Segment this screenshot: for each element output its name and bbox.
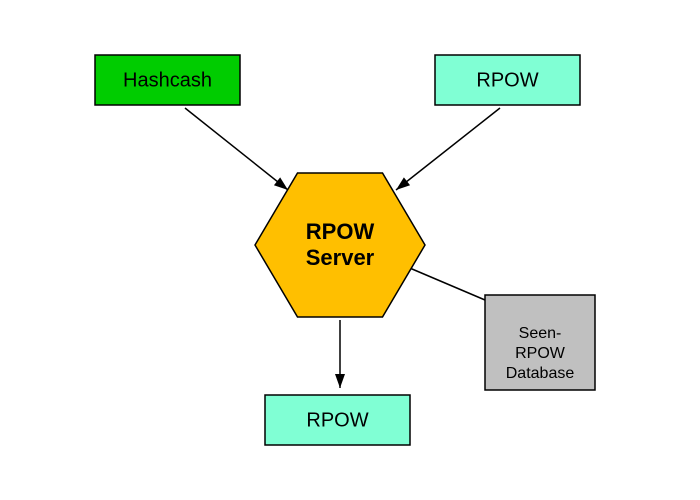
label-database-line1: Seen- bbox=[519, 325, 562, 342]
edge-hashcash-to-server bbox=[185, 108, 288, 190]
label-server-line1: RPOW bbox=[306, 219, 375, 244]
node-server: RPOW Server bbox=[255, 173, 425, 317]
edge-server-to-db bbox=[405, 266, 485, 300]
label-database-line2: RPOW bbox=[515, 345, 566, 362]
label-server-line2: Server bbox=[306, 245, 375, 270]
label-hashcash: Hashcash bbox=[123, 69, 212, 91]
arrowhead-hashcash-to-server bbox=[274, 177, 288, 190]
edge-rpowin-to-server bbox=[396, 108, 500, 190]
node-database: Seen- RPOW Database bbox=[485, 295, 595, 390]
label-rpow-in: RPOW bbox=[476, 69, 538, 91]
node-rpow-in: RPOW bbox=[435, 55, 580, 105]
label-rpow-out: RPOW bbox=[306, 409, 368, 431]
arrowhead-rpowin-to-server bbox=[396, 177, 410, 190]
arrowhead-server-to-rpowout bbox=[335, 374, 345, 388]
label-database-line3: Database bbox=[506, 365, 575, 382]
node-rpow-out: RPOW bbox=[265, 395, 410, 445]
node-hashcash: Hashcash bbox=[95, 55, 240, 105]
